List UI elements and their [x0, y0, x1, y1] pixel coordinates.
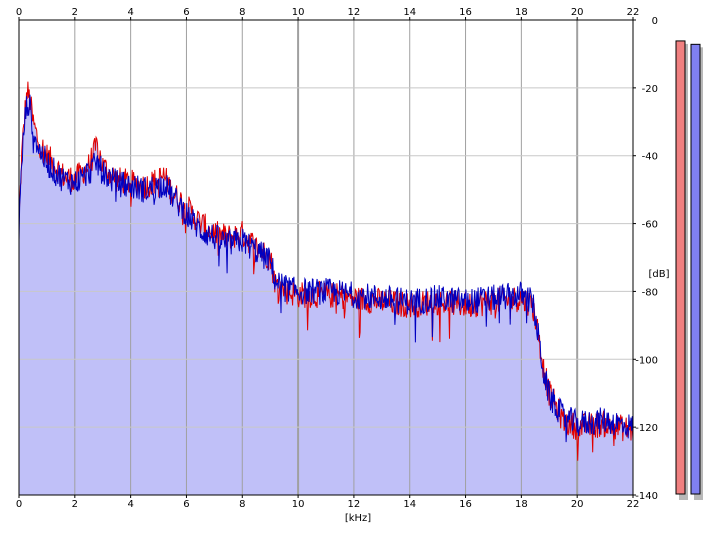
level-meter-left — [675, 40, 686, 495]
x-tick-label-top: 12 — [348, 7, 361, 18]
x-tick-label-top: 0 — [16, 7, 22, 18]
series-line-blue — [18, 94, 634, 443]
x-tick-label-top: 6 — [183, 7, 189, 18]
plot-frame — [18, 19, 634, 496]
y-tick-label: 0 — [652, 16, 658, 27]
x-tick-label-bottom: 18 — [515, 499, 528, 510]
x-tick-label-bottom: 14 — [403, 499, 416, 510]
x-tick-label-bottom: 8 — [239, 499, 245, 510]
y-tick-label: -20 — [642, 84, 658, 95]
y-tick-label: -60 — [642, 220, 658, 231]
y-axis-unit-label: [dB] — [648, 269, 669, 280]
y-tick-label: -40 — [642, 152, 658, 163]
x-tick-label-top: 20 — [571, 7, 584, 18]
x-tick-label-bottom: 6 — [183, 499, 189, 510]
x-tick-label-bottom: 4 — [127, 499, 133, 510]
x-tick-label-top: 2 — [72, 7, 78, 18]
y-tick-label: -140 — [635, 491, 658, 502]
x-tick-label-bottom: 12 — [348, 499, 361, 510]
x-tick-label-bottom: 22 — [627, 499, 640, 510]
x-tick-label-bottom: 2 — [72, 499, 78, 510]
x-tick-label-top: 4 — [127, 7, 133, 18]
x-tick-label-bottom: 20 — [571, 499, 584, 510]
x-tick-label-bottom: 0 — [16, 499, 22, 510]
y-tick-label: -120 — [635, 423, 658, 434]
y-tick-label: -100 — [635, 355, 658, 366]
x-axis-unit-label: [kHz] — [345, 513, 371, 524]
x-tick-label-top: 10 — [292, 7, 305, 18]
y-tick-label: -80 — [642, 287, 658, 298]
x-tick-label-bottom: 16 — [459, 499, 472, 510]
x-tick-label-top: 14 — [403, 7, 416, 18]
x-tick-label-top: 8 — [239, 7, 245, 18]
level-meter-right — [690, 43, 701, 495]
x-tick-label-top: 18 — [515, 7, 528, 18]
x-tick-label-top: 16 — [459, 7, 472, 18]
x-tick-label-bottom: 10 — [292, 499, 305, 510]
x-tick-label-top: 22 — [627, 7, 640, 18]
